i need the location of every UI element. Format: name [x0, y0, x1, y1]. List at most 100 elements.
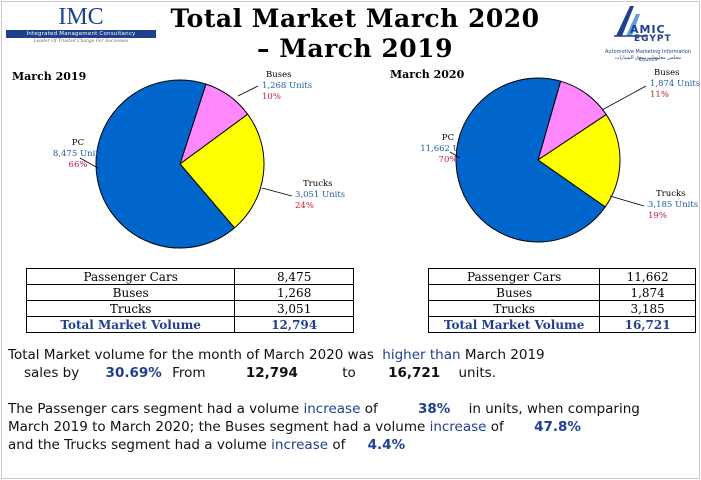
table-cell-segment: Passenger Cars [427, 268, 601, 285]
table-row: Total Market Volume 16,721 [427, 316, 696, 333]
imc-logo-bar: Integrated Management Consultancy [6, 30, 156, 38]
table-cell-segment: Passenger Cars [25, 268, 236, 285]
table-row: Passenger Cars 11,662 [427, 268, 696, 285]
table-row: Buses 1,268 [25, 284, 354, 301]
summary-text: From [172, 365, 206, 381]
slice-pct-label: 70% [439, 155, 458, 165]
summary-text: March 2019 to March 2020; the Buses segm… [8, 419, 426, 435]
slice-name-label: Trucks [303, 179, 332, 189]
summary-line-2: sales by 30.69% From 12,794 to 16,721 un… [8, 364, 698, 382]
growth-value: 30.69% [105, 365, 162, 381]
table-row: Trucks 3,051 [25, 300, 354, 317]
amic-logo-word: AMIC [630, 22, 666, 37]
summary-text: March 2019 [464, 347, 545, 363]
leader-line-trucks [609, 195, 645, 207]
buses-growth-value: 47.8% [534, 419, 581, 435]
summary-text: in units, when comparing [468, 401, 640, 417]
slice-units-label: 8,475 Units [53, 149, 103, 159]
pie-slice-pc-march-2019 [95, 79, 236, 249]
to-value: 16,721 [388, 365, 441, 381]
summary-text: Total Market volume for the month of Mar… [8, 347, 374, 363]
summary-text: of [332, 437, 346, 453]
summary-highlight: increase [271, 437, 329, 453]
trucks-growth-value: 4.4% [367, 437, 406, 453]
summary-highlight: higher than [382, 347, 461, 363]
leader-line-buses [237, 85, 259, 97]
slice-pct-label: 24% [295, 201, 314, 211]
table-cell-segment: Buses [427, 284, 601, 301]
table-cell-units: 11,662 [599, 268, 696, 285]
summary-text: of [490, 419, 504, 435]
summary-text: units. [458, 365, 496, 381]
imc-logo: IMC Integrated Management Consultancy Le… [6, 4, 156, 48]
pc-growth-value: 38% [418, 401, 451, 417]
table-cell-segment: Trucks [427, 300, 601, 317]
slice-name-label: Buses [266, 70, 291, 80]
leader-line-pc [449, 151, 461, 159]
summary-text: of [364, 401, 378, 417]
amic-logo-subtitle: Automotive Marketing Information Council [605, 49, 691, 63]
slice-name-label: PC [72, 138, 84, 148]
table-cell-segment: Total Market Volume [427, 316, 601, 333]
slice-pct-label: 66% [69, 160, 88, 170]
table-cell-units: 12,794 [234, 316, 354, 333]
from-value: 12,794 [245, 365, 298, 381]
amic-logo: AMIC EGYPT Automotive Marketing Informat… [598, 4, 698, 63]
amic-word-1: AMIC [630, 23, 666, 36]
slice-pct-label: 10% [262, 92, 281, 102]
chart-title-2020: March 2020 [390, 68, 465, 81]
summary-highlight: increase [303, 401, 361, 417]
table-cell-units: 1,268 [234, 284, 354, 301]
table-row: Passenger Cars 8,475 [25, 268, 354, 285]
slice-units-label: 1,874 Units [650, 79, 700, 89]
imc-logo-tagline: Leader Of Trusted Change For Successes [33, 39, 129, 44]
summary-line-3: The Passenger cars segment had a volume … [8, 400, 698, 418]
amic-logo-mark-icon [614, 6, 648, 37]
amic-word-2: EGYPT [634, 34, 672, 44]
leader-line-buses [601, 85, 647, 111]
summary-highlight: increase [429, 419, 487, 435]
table-row: Trucks 3,185 [427, 300, 696, 317]
pie-slice-trucks-march-2020 [537, 113, 621, 208]
leader-line-pc [79, 157, 99, 169]
summary-text: and the Trucks segment had a volume [8, 437, 267, 453]
slice-name-label: PC [442, 133, 454, 143]
slice-units-label: 1,268 Units [262, 81, 312, 91]
table-row: Buses 1,874 [427, 284, 696, 301]
slice-units-label: 11,662 Units [420, 144, 476, 154]
summary-paragraph-1: Total Market volume for the month of Mar… [8, 346, 698, 382]
chart-title-2019: March 2019 [12, 70, 87, 83]
table-cell-segment: Buses [25, 284, 236, 301]
table-cell-segment: Total Market Volume [25, 316, 236, 333]
table-cell-units: 3,185 [599, 300, 696, 317]
summary-paragraph-2: The Passenger cars segment had a volume … [8, 400, 698, 454]
title-line-1: Total Market March 2020 [170, 4, 540, 33]
leader-line-trucks [261, 187, 293, 197]
summary-text: The Passenger cars segment had a volume [8, 401, 300, 417]
table-cell-units: 3,051 [234, 300, 354, 317]
slice-units-label: 3,185 Units [648, 200, 698, 210]
slice-name-label: Trucks [656, 189, 685, 199]
table-cell-units: 16,721 [599, 316, 696, 333]
slice-pct-label: 19% [648, 211, 667, 221]
summary-line-1: Total Market volume for the month of Mar… [8, 346, 698, 364]
imc-logo-word: IMC [58, 4, 104, 30]
table-cell-segment: Trucks [25, 300, 236, 317]
amic-logo-subtitle-ar: مجلس معلومات سوق السيارات [614, 55, 682, 61]
table-cell-units: 1,874 [599, 284, 696, 301]
summary-text: sales by [24, 365, 80, 381]
pie-slice-pc-march-2020 [455, 77, 606, 243]
table-march-2019: Passenger Cars 8,475 Buses 1,268 Trucks 3,051… [25, 268, 354, 333]
table-cell-units: 8,475 [234, 268, 354, 285]
summary-line-4: March 2019 to March 2020; the Buses segm… [8, 418, 698, 436]
slice-units-label: 3,051 Units [295, 190, 345, 200]
summary-line-5: and the Trucks segment had a volume incr… [8, 436, 698, 454]
table-march-2020: Passenger Cars 11,662 Buses 1,874 Trucks 3,18… [427, 268, 696, 333]
summary-text: to [342, 365, 356, 381]
title-line-2: – March 2019 [257, 34, 453, 63]
slice-pct-label: 11% [650, 90, 669, 100]
table-row: Total Market Volume 12,794 [25, 316, 354, 333]
pie-slice-trucks-march-2019 [179, 113, 265, 229]
